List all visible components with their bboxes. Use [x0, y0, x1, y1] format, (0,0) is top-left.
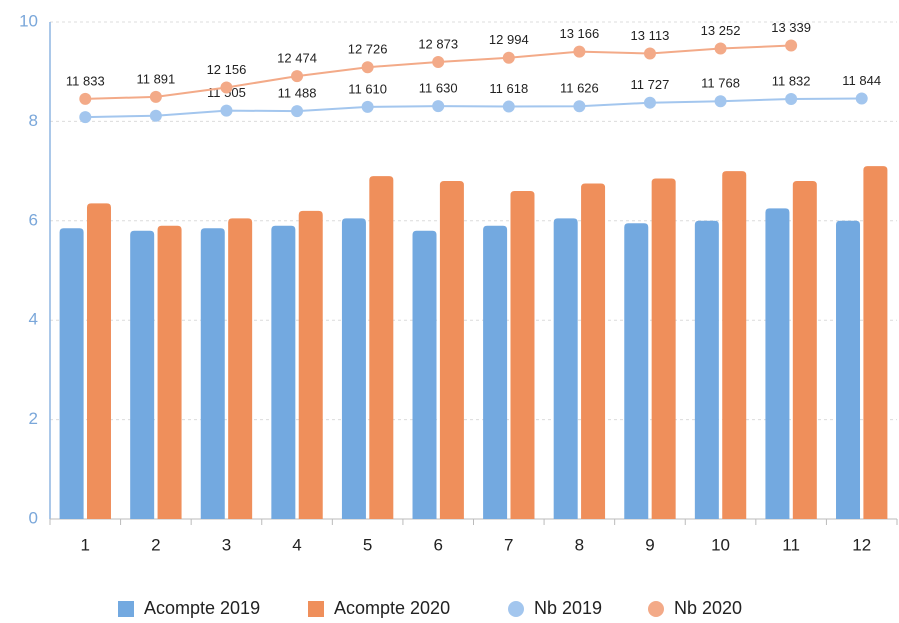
bar	[765, 208, 790, 519]
data-label: 11 844	[842, 73, 881, 88]
legend-label: Nb 2020	[674, 598, 742, 618]
bar	[510, 190, 535, 520]
bar	[59, 228, 84, 519]
x-tick-label: 8	[575, 535, 584, 554]
bar	[553, 218, 578, 519]
bar	[271, 225, 296, 519]
point	[432, 100, 445, 113]
x-tick-label: 11	[782, 535, 800, 554]
data-label: 11 727	[631, 77, 670, 92]
data-label: 11 618	[489, 81, 528, 96]
x-tick-label: 9	[645, 535, 654, 554]
bar	[694, 220, 719, 520]
x-tick-label: 4	[292, 535, 301, 554]
point	[643, 47, 656, 60]
bar	[792, 181, 817, 520]
point	[361, 61, 374, 74]
y-tick-label: 8	[29, 111, 38, 130]
bar	[439, 181, 464, 520]
bar	[369, 176, 394, 519]
data-label: 12 726	[348, 42, 388, 57]
data-label: 12 156	[207, 62, 247, 77]
x-tick-label: 12	[852, 535, 871, 554]
point	[291, 105, 304, 118]
data-label: 12 873	[418, 36, 458, 51]
x-tick-label: 2	[151, 535, 160, 554]
bar	[836, 220, 861, 520]
data-label: 13 252	[701, 23, 741, 38]
point	[361, 100, 374, 113]
x-tick-label: 10	[711, 535, 730, 554]
data-label: 11 768	[701, 76, 740, 91]
bar	[483, 225, 508, 519]
bar	[298, 210, 323, 520]
data-label: 11 488	[278, 86, 317, 101]
legend-swatch	[648, 601, 664, 617]
bar	[412, 230, 437, 520]
bar	[228, 218, 253, 519]
point	[432, 56, 445, 69]
point	[785, 92, 798, 105]
x-tick-label: 1	[81, 535, 90, 554]
point	[291, 70, 304, 83]
point	[855, 92, 868, 105]
x-tick-label: 3	[222, 535, 231, 554]
data-label: 13 113	[631, 28, 670, 43]
bar	[722, 171, 747, 519]
data-label: 13 339	[771, 20, 811, 35]
point	[714, 42, 727, 55]
data-label: 11 626	[560, 81, 599, 96]
point	[79, 111, 92, 124]
point	[785, 39, 798, 52]
point	[220, 81, 233, 94]
point	[502, 51, 515, 64]
y-tick-label: 6	[29, 210, 38, 229]
bar	[624, 223, 649, 519]
legend-label: Nb 2019	[534, 598, 602, 618]
point	[149, 109, 162, 122]
data-label: 11 610	[348, 81, 387, 96]
legend-swatch	[508, 601, 524, 617]
y-tick-label: 0	[29, 508, 38, 527]
legend-label: Acompte 2019	[144, 598, 260, 618]
data-label: 12 474	[277, 51, 317, 66]
bar	[341, 218, 366, 519]
point	[220, 104, 233, 117]
point	[573, 45, 586, 58]
x-tick-label: 5	[363, 535, 372, 554]
y-tick-label: 10	[19, 11, 38, 30]
point	[79, 92, 92, 105]
y-tick-label: 2	[29, 409, 38, 428]
bar	[581, 183, 606, 519]
point	[643, 96, 656, 109]
x-tick-label: 6	[433, 535, 442, 554]
legend-swatch	[118, 601, 134, 617]
legend-swatch	[308, 601, 324, 617]
data-label: 11 630	[419, 81, 458, 96]
bar	[651, 178, 676, 519]
bar	[157, 225, 182, 519]
data-label: 13 166	[559, 26, 599, 41]
data-label: 12 994	[489, 32, 529, 47]
legend-label: Acompte 2020	[334, 598, 450, 618]
data-label: 11 891	[136, 71, 175, 86]
bar	[86, 203, 111, 519]
point	[573, 100, 586, 113]
point	[149, 90, 162, 103]
line	[85, 97, 862, 119]
data-label: 11 832	[772, 73, 811, 88]
point	[714, 95, 727, 108]
data-label: 11 833	[66, 73, 105, 88]
bar	[200, 228, 225, 519]
x-tick-label: 7	[504, 535, 513, 554]
bar	[130, 230, 155, 520]
point	[502, 100, 515, 113]
y-tick-label: 4	[29, 310, 38, 329]
bar	[863, 166, 888, 519]
